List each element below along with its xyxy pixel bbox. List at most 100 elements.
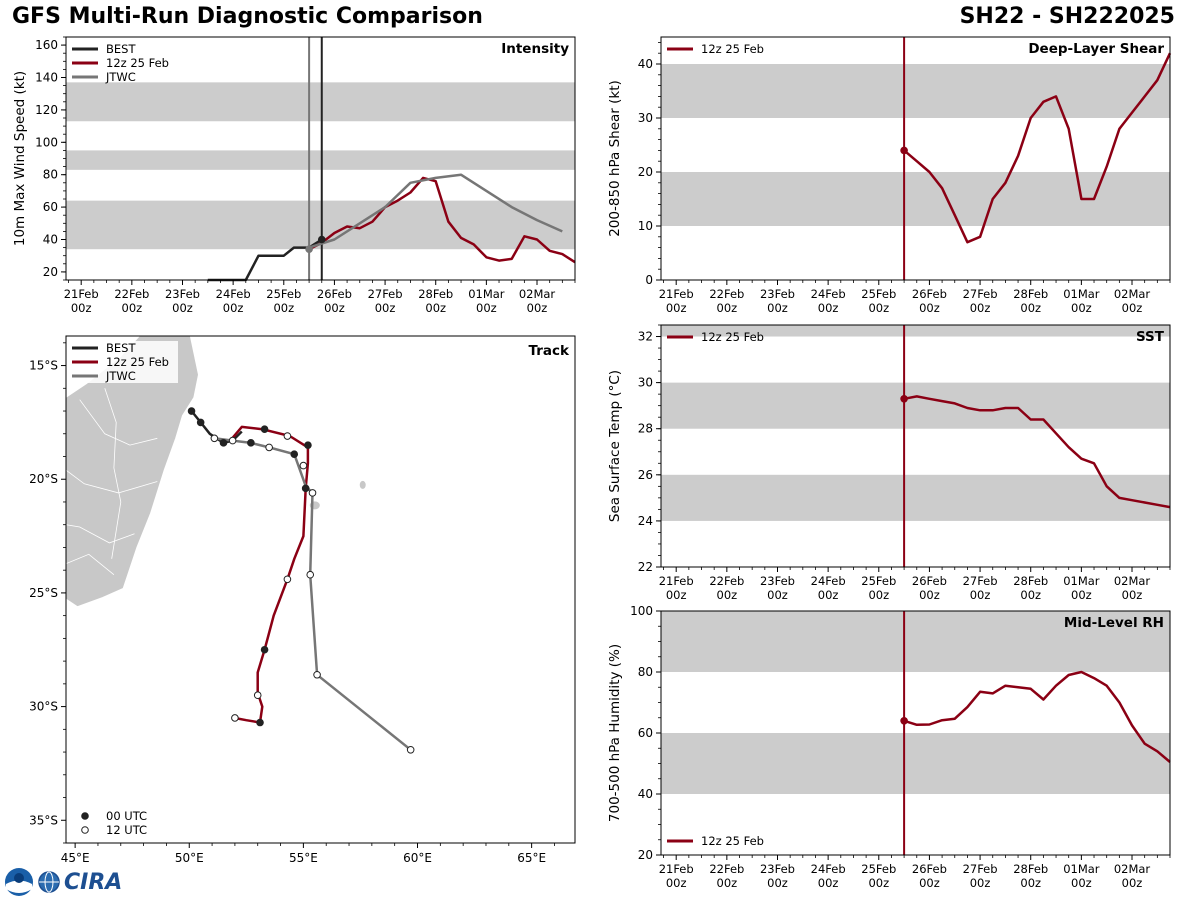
- page-title: GFS Multi-Run Diagnostic Comparison: [12, 4, 483, 29]
- data-point-0: [305, 245, 313, 254]
- storm-id: SH22 - SH222025: [959, 4, 1175, 29]
- data-point-0: [900, 394, 908, 403]
- track-point-12utc: [228, 436, 237, 445]
- data-point-1: [317, 235, 326, 244]
- chart-title: Intensity: [501, 41, 569, 57]
- chart-track: 45°E 50°E 55°E 60°E 65°E 15°S 20°S 25°S 30°S 35°S…: [29, 335, 576, 865]
- x-tick-label-hour: 00z: [919, 588, 940, 602]
- y-tick-label: 15°S: [29, 359, 58, 373]
- band-2: [661, 325, 1170, 337]
- x-tick-label-day: 24Feb: [811, 287, 846, 301]
- x-tick-label-hour: 00z: [666, 588, 687, 602]
- y-tick-label: 40: [638, 57, 653, 71]
- track-point-12utc: [283, 432, 292, 440]
- chart-title: Mid-Level RH: [1064, 615, 1164, 631]
- x-tick-label-day: 01Mar: [468, 287, 505, 301]
- x-tick-label-hour: 00z: [717, 876, 738, 890]
- y-tick-label: 100: [35, 135, 58, 149]
- x-tick-label-day: 24Feb: [216, 287, 251, 301]
- y-axis-label: 10m Max Wind Speed (kt): [12, 71, 28, 246]
- province-border: [79, 399, 158, 446]
- mauritius-island: [359, 480, 366, 489]
- x-tick-label-hour: 00z: [767, 301, 788, 315]
- x-tick-label-day: 22Feb: [114, 287, 149, 301]
- plot-frame: [660, 324, 1171, 568]
- x-tick-label-hour: 00z: [172, 301, 193, 315]
- x-tick-label-day: 01Mar: [1063, 574, 1100, 588]
- x-tick-label-hour: 00z: [1071, 588, 1092, 602]
- x-tick-label-hour: 00z: [666, 301, 687, 315]
- y-tick-label: 100: [630, 604, 653, 618]
- y-tick-label: 60: [43, 200, 58, 214]
- x-tick-label-hour: 00z: [868, 588, 889, 602]
- track-point-12utc: [253, 691, 262, 700]
- track-point-12utc: [210, 434, 219, 443]
- marker-legend-swatch: [81, 812, 89, 820]
- y-tick-label: 25°S: [29, 586, 58, 600]
- x-tick-label-hour: 00z: [767, 588, 788, 602]
- track-point-00utc: [260, 425, 269, 434]
- y-tick-label: 20: [43, 265, 58, 279]
- data-point-0: [900, 717, 908, 725]
- x-tick-label-hour: 00z: [970, 301, 991, 315]
- x-tick-label: 65°E: [517, 851, 546, 865]
- track-point-12utc: [231, 714, 239, 722]
- marker-legend-swatch: [81, 826, 89, 834]
- x-tick-label-hour: 00z: [527, 301, 548, 315]
- legend-bg: [68, 341, 178, 355]
- x-tick-label-day: 25Feb: [861, 287, 896, 301]
- x-tick-label-hour: 00z: [273, 301, 294, 315]
- track-point-00utc: [304, 441, 312, 449]
- x-tick-label-day: 24Feb: [811, 574, 846, 588]
- y-tick-label: 10: [638, 219, 653, 233]
- band-2: [66, 82, 575, 122]
- x-tick-label-day: 01Mar: [1063, 862, 1100, 876]
- legend-label: JTWC: [105, 70, 136, 84]
- legend-label: 12z 25 Feb: [701, 330, 764, 344]
- y-tick-label: 26: [638, 468, 653, 482]
- legend-label: 12z 25 Feb: [106, 355, 169, 369]
- x-tick-label-day: 25Feb: [861, 574, 896, 588]
- series-line-12z-25-feb: [903, 395, 1171, 509]
- y-tick-label: 20: [638, 165, 653, 179]
- x-tick-label-day: 27Feb: [368, 287, 403, 301]
- chart-shear: 01020304021Feb00z22Feb00z23Feb00z24Feb00…: [607, 36, 1172, 315]
- chart-title: SST: [1136, 329, 1165, 345]
- y-tick-label: 40: [43, 233, 58, 247]
- x-tick-label-day: 02Mar: [1114, 287, 1151, 301]
- band-1: [661, 64, 1170, 118]
- x-tick-label-day: 28Feb: [1013, 862, 1048, 876]
- x-tick-label-day: 23Feb: [760, 287, 795, 301]
- chart-intensity: 2040608010012014016021Feb00z22Feb00z23Fe…: [12, 36, 576, 315]
- x-tick-label-hour: 00z: [1122, 588, 1143, 602]
- x-tick-label-hour: 00z: [425, 301, 446, 315]
- track-point-12utc: [308, 489, 317, 497]
- track-point-00utc: [247, 439, 255, 447]
- x-tick-label-day: 23Feb: [760, 862, 795, 876]
- track-point-12utc: [265, 443, 273, 452]
- madagascar-landmass: [66, 336, 199, 608]
- track-point-00utc: [256, 718, 264, 727]
- y-tick-label: 30°S: [29, 700, 58, 714]
- y-tick-label: 28: [638, 422, 653, 436]
- y-tick-label: 20: [638, 848, 653, 862]
- x-tick-label-day: 28Feb: [1013, 287, 1048, 301]
- series-line-12z-25-feb: [903, 670, 1171, 763]
- chart-rh: 2040608010021Feb00z22Feb00z23Feb00z24Feb…: [607, 604, 1171, 890]
- x-tick-label-day: 22Feb: [709, 862, 744, 876]
- band-0: [661, 474, 1170, 521]
- x-tick-label: 60°E: [403, 851, 432, 865]
- province-border: [66, 524, 135, 544]
- x-tick-label-hour: 00z: [1020, 588, 1041, 602]
- x-tick-label-day: 22Feb: [709, 574, 744, 588]
- x-tick-label-hour: 00z: [717, 588, 738, 602]
- track-point-00utc: [290, 450, 299, 459]
- province-border: [104, 388, 122, 559]
- track-point-12utc: [406, 745, 415, 754]
- x-tick-label-day: 21Feb: [64, 287, 99, 301]
- y-tick-label: 30: [638, 376, 653, 390]
- x-tick-label-hour: 00z: [324, 301, 345, 315]
- x-tick-label-day: 25Feb: [861, 862, 896, 876]
